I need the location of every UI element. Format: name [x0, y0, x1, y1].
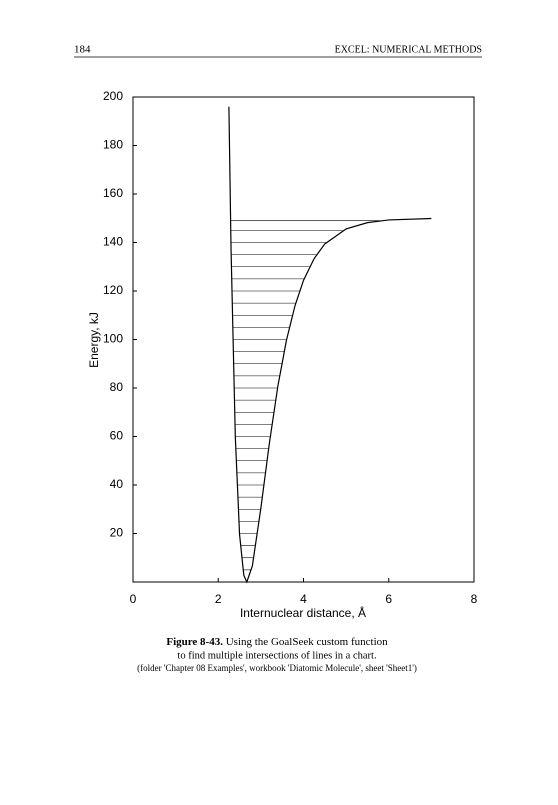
- x-tick-label: 0: [130, 592, 137, 606]
- potential-curve: [228, 106, 432, 584]
- caption-text: to find multiple intersections of lines …: [177, 650, 376, 661]
- running-title: EXCEL: NUMERICAL METHODS: [335, 44, 482, 55]
- x-axis-label: Internuclear distance, Å: [240, 605, 366, 620]
- y-tick-label: 100: [103, 332, 123, 346]
- y-tick-label: 160: [103, 186, 123, 200]
- y-axis-label: Energy, kJ: [87, 312, 101, 368]
- y-tick-label: 180: [103, 138, 123, 152]
- x-tick-label: 8: [471, 592, 478, 606]
- y-tick-label: 120: [103, 283, 123, 297]
- caption-label: Figure 8-43.: [166, 636, 223, 648]
- page-number: 184: [74, 44, 91, 56]
- caption: Figure 8-43. Using the GoalSeek custom f…: [166, 636, 388, 648]
- y-tick-label: 140: [103, 235, 123, 249]
- x-tick-label: 2: [215, 592, 222, 606]
- y-tick-label: 80: [110, 380, 124, 394]
- caption-source: (folder 'Chapter 08 Examples', workbook …: [137, 663, 417, 673]
- caption-text: Using the GoalSeek custom function: [226, 636, 388, 648]
- y-tick-label: 200: [103, 89, 123, 103]
- y-tick-label: 60: [110, 429, 124, 443]
- plot-frame: [132, 96, 475, 583]
- x-tick-label: 6: [385, 592, 392, 606]
- x-tick-label: 4: [300, 592, 307, 606]
- y-tick-label: 20: [110, 526, 124, 540]
- y-tick-label: 40: [110, 477, 124, 491]
